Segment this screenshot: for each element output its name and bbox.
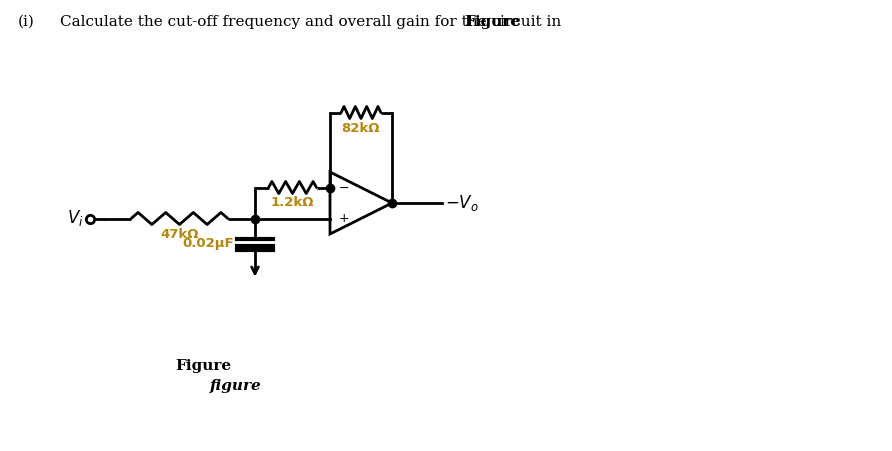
Text: 82kΩ: 82kΩ bbox=[342, 121, 380, 134]
Text: $V_i$: $V_i$ bbox=[68, 208, 84, 229]
Text: figure: figure bbox=[210, 379, 261, 393]
Text: $-V_o$: $-V_o$ bbox=[445, 193, 479, 213]
Text: 0.02μF: 0.02μF bbox=[182, 238, 234, 250]
Text: Figure: Figure bbox=[175, 359, 231, 373]
Text: Calculate the cut-off frequency and overall gain for the circuit in: Calculate the cut-off frequency and over… bbox=[60, 15, 566, 29]
Text: 1.2kΩ: 1.2kΩ bbox=[271, 197, 314, 210]
Text: (i): (i) bbox=[18, 15, 35, 29]
Text: $-$: $-$ bbox=[338, 181, 349, 194]
Text: 47kΩ: 47kΩ bbox=[161, 227, 199, 240]
Text: $+$: $+$ bbox=[338, 212, 350, 225]
Text: Figure: Figure bbox=[465, 15, 521, 29]
